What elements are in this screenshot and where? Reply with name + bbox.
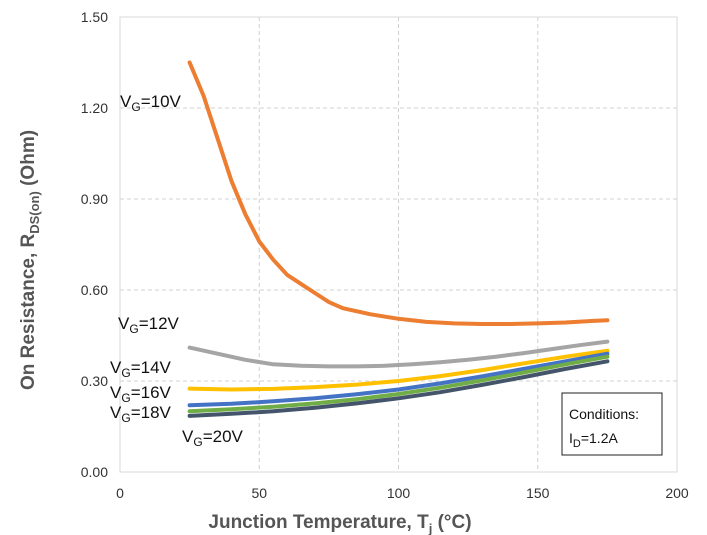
y-tick-label: 1.20 xyxy=(81,100,108,116)
series-line-3 xyxy=(187,348,610,392)
series-label-1: VG=10V xyxy=(120,92,182,114)
series-lines xyxy=(187,60,610,418)
x-tick-label: 150 xyxy=(526,485,550,501)
series-label-2: VG=12V xyxy=(118,314,180,336)
x-tick-label: 0 xyxy=(116,485,124,501)
conditions-box-frame xyxy=(561,392,663,456)
series-label-4: VG=16V xyxy=(110,383,172,405)
y-tick-label: 0.00 xyxy=(81,464,108,480)
y-tick-label: 0.30 xyxy=(81,373,108,389)
x-axis-title: Junction Temperature, Tj (°C) xyxy=(208,512,471,535)
x-axis-ticks: 0 50 100 150 200 xyxy=(116,485,689,501)
series-line-2 xyxy=(187,339,610,369)
y-axis-ticks: 0.00 0.30 0.60 0.90 1.20 1.50 xyxy=(81,9,108,480)
series-line-5 xyxy=(187,354,610,414)
series-label-6: VG=20V xyxy=(182,427,244,449)
y-tick-label: 0.60 xyxy=(81,282,108,298)
series-line-1 xyxy=(187,60,610,326)
series-label-5: VG=18V xyxy=(110,403,172,425)
x-tick-label: 200 xyxy=(665,485,689,501)
x-tick-label: 50 xyxy=(251,485,267,501)
y-axis-title: On Resistance, RDS(on) (Ohm) xyxy=(18,130,42,390)
series-line-4 xyxy=(187,351,610,408)
conditions-box: Conditions: ID=1.2A xyxy=(561,392,663,456)
series-label-3: VG=14V xyxy=(110,358,172,380)
y-tick-label: 1.50 xyxy=(81,9,108,25)
series-line-6 xyxy=(187,359,610,418)
conditions-value: ID=1.2A xyxy=(569,430,618,450)
plot-area-frame xyxy=(119,16,678,473)
y-tick-label: 0.90 xyxy=(81,191,108,207)
x-tick-label: 100 xyxy=(387,485,411,501)
conditions-title: Conditions: xyxy=(569,406,639,422)
